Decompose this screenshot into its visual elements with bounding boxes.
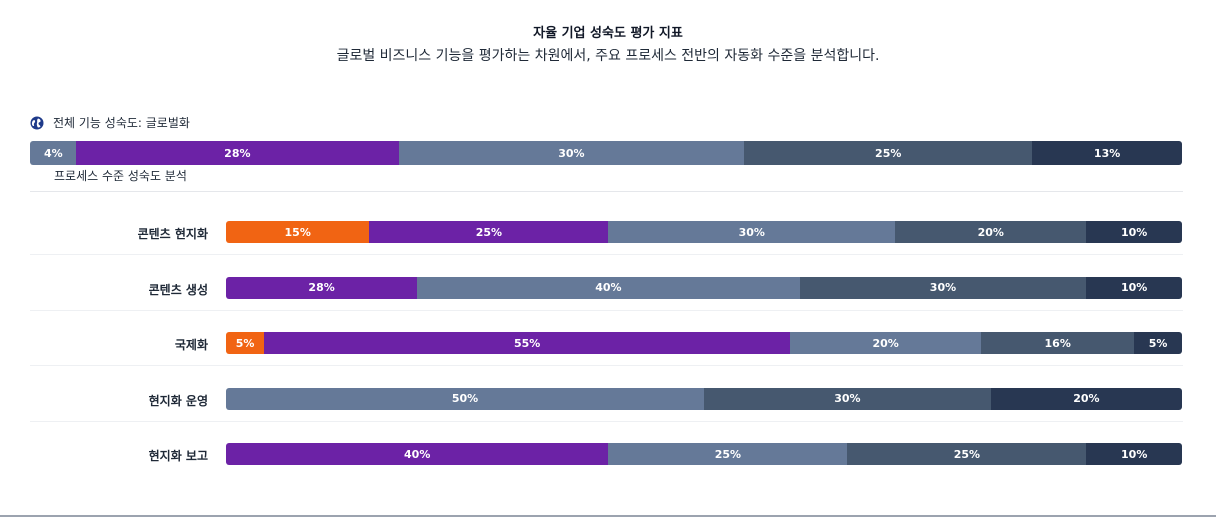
bar-segment: 55% xyxy=(264,332,791,354)
segment-label: 20% xyxy=(1073,392,1100,405)
process-bar: 28% 40% 30% 10% xyxy=(226,276,1182,299)
bar-segment: 30% xyxy=(799,276,1087,299)
bar-segment: 16% xyxy=(981,332,1135,354)
section-divider xyxy=(30,191,1183,192)
process-bar: 50% 30% 20% xyxy=(226,387,1182,410)
bar-segment: 25% xyxy=(744,141,1033,165)
bar-segment: 20% xyxy=(790,332,982,354)
segment-label: 13% xyxy=(1093,146,1121,160)
bar-segment: 25% xyxy=(369,221,609,243)
bar-segment: 5% xyxy=(1134,332,1182,354)
row-label: 현지화 보고 xyxy=(148,449,208,463)
segment-label: 5% xyxy=(235,336,255,350)
segment-label: 30% xyxy=(834,392,861,405)
segment-label: 40% xyxy=(404,447,431,461)
bar-segment: 10% xyxy=(1086,221,1182,243)
row-label: 콘텐츠 현지화 xyxy=(137,227,208,241)
bar-segment: 30% xyxy=(704,387,991,410)
row-label: 국제화 xyxy=(174,338,208,352)
segment-label: 25% xyxy=(475,225,503,239)
bar-segment: 28% xyxy=(226,276,418,299)
chart-title: 자율 기업 성숙도 평가 지표 xyxy=(533,26,683,41)
row-label: 콘텐츠 생성 xyxy=(148,282,208,297)
bar-segment: 13% xyxy=(1032,141,1182,165)
bar-segment: 20% xyxy=(895,221,1087,243)
segment-label: 55% xyxy=(513,336,541,350)
overall-bar: 4% 28% 30% 25% 13% xyxy=(30,141,1182,165)
bottom-rule xyxy=(0,515,1216,517)
row-separator xyxy=(30,309,1183,311)
globe-icon xyxy=(30,116,44,129)
bar-segment: 40% xyxy=(226,443,609,465)
segment-label: 30% xyxy=(929,281,957,294)
row-separator xyxy=(30,420,1183,422)
segment-label: 20% xyxy=(977,225,1004,239)
chart-subtitle: 글로벌 비즈니스 기능을 평가하는 차원에서, 주요 프로세스 전반의 자동화 … xyxy=(336,48,880,64)
bar-segment: 28% xyxy=(76,141,399,165)
bar-segment: 50% xyxy=(226,387,704,410)
bar-segment: 5% xyxy=(226,332,265,354)
segment-label: 30% xyxy=(738,225,765,239)
bar-segment: 25% xyxy=(847,443,1087,465)
segment-label: 10% xyxy=(1121,281,1148,294)
segment-label: 28% xyxy=(308,281,335,294)
segment-label: 15% xyxy=(284,225,311,239)
bar-segment: 4% xyxy=(30,141,77,165)
segment-label: 4% xyxy=(44,146,63,160)
row-label: 현지화 운영 xyxy=(148,393,208,408)
segment-label: 30% xyxy=(558,146,585,160)
row-separator xyxy=(30,254,1183,255)
overall-label: 전체 기능 성숙도: 글로벌화 xyxy=(30,114,190,131)
bar-segment: 30% xyxy=(608,221,896,243)
overall-label-text: 전체 기능 성숙도: 글로벌화 xyxy=(53,116,190,130)
row-separator xyxy=(30,365,1183,366)
bar-segment: 15% xyxy=(226,221,370,243)
segment-label: 5% xyxy=(1148,336,1168,350)
segment-label: 28% xyxy=(224,146,251,160)
bar-segment: 40% xyxy=(417,276,800,299)
segment-label: 10% xyxy=(1121,225,1148,239)
segment-label: 25% xyxy=(875,146,902,160)
segment-label: 10% xyxy=(1121,447,1148,461)
segment-label: 20% xyxy=(872,336,899,350)
segment-label: 16% xyxy=(1044,336,1071,350)
segment-label: 25% xyxy=(953,447,981,461)
section-label: 프로세스 수준 성숙도 분석 xyxy=(54,169,187,183)
segment-label: 25% xyxy=(714,447,742,461)
bar-segment: 20% xyxy=(990,387,1182,410)
process-bar: 5% 55% 20% 16% 5% xyxy=(226,332,1182,354)
process-bar: 40% 25% 25% 10% xyxy=(226,443,1182,465)
segment-label: 50% xyxy=(451,392,479,405)
bar-segment: 25% xyxy=(608,443,848,465)
bar-segment: 10% xyxy=(1086,276,1182,299)
bar-segment: 30% xyxy=(398,141,745,165)
process-bar: 15% 25% 30% 20% 10% xyxy=(226,221,1182,243)
bar-segment: 10% xyxy=(1086,443,1182,465)
segment-label: 40% xyxy=(595,281,622,294)
